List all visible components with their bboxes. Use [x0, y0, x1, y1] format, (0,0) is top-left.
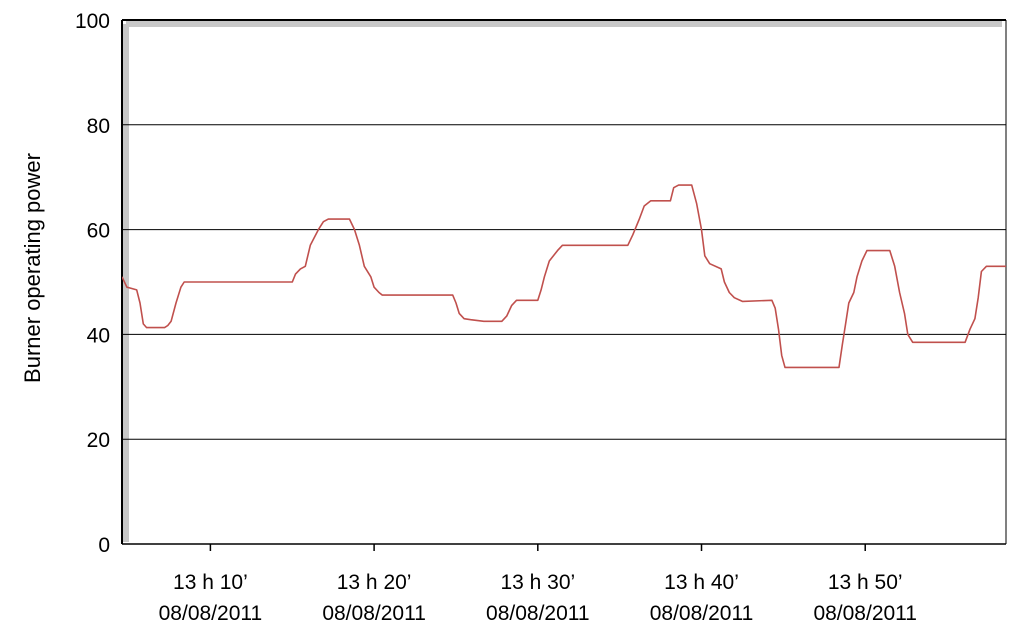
y-axis-tick-labels: 0 20 40 60 80 100	[75, 10, 110, 557]
y-tick-label-40: 40	[87, 324, 110, 347]
x-tick-time-1: 13 h 20’	[337, 571, 412, 594]
x-tick-date-0: 08/08/2011	[159, 602, 263, 625]
y-tick-label-0: 0	[98, 534, 110, 557]
x-tick-time-4: 13 h 50’	[828, 571, 903, 594]
y-tick-label-20: 20	[87, 429, 110, 452]
x-axis-ticks: 13 h 10’ 08/08/2011 13 h 20’ 08/08/2011 13 h…	[159, 544, 917, 625]
y-tick-label-100: 100	[75, 10, 110, 33]
x-tick-time-0: 13 h 10’	[173, 571, 248, 594]
x-tick-date-4: 08/08/2011	[813, 602, 917, 625]
series-lines	[122, 184, 1006, 369]
x-tick-date-2: 08/08/2011	[486, 602, 590, 625]
series-line-0	[122, 184, 1006, 369]
y-tick-label-80: 80	[87, 115, 110, 138]
x-tick-time-2: 13 h 30’	[500, 571, 575, 594]
y-axis-label: Burner operating power	[20, 153, 45, 383]
x-tick-date-1: 08/08/2011	[322, 602, 426, 625]
x-tick-date-3: 08/08/2011	[650, 602, 754, 625]
y-tick-label-60: 60	[87, 220, 110, 243]
y-gridlines	[122, 124, 1006, 440]
x-tick-time-3: 13 h 40’	[664, 571, 739, 594]
